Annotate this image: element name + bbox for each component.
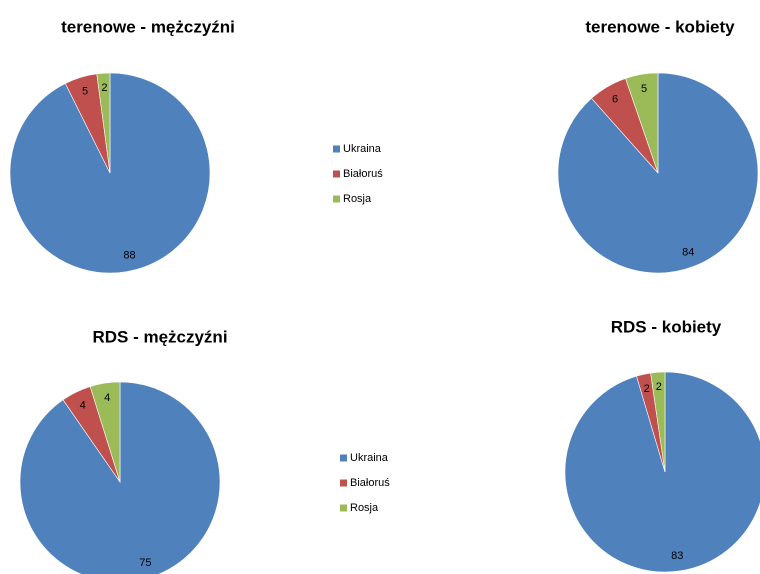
data-label: 2 [644,383,650,395]
chart-title: RDS - kobiety [611,317,722,336]
legend-swatch [333,170,340,178]
legend-swatch [340,504,347,512]
data-label: 4 [104,392,110,404]
legend-swatch [333,195,340,203]
legend-swatch [340,454,347,462]
chart-title: terenowe - mężczyźni [61,17,235,36]
legend-label: Białoruś [343,168,383,180]
data-label: 2 [101,82,107,94]
data-label: 88 [123,250,135,262]
chart-title: terenowe - kobiety [585,17,735,36]
pie-slice [564,371,760,573]
pie-slice [625,72,659,174]
data-label: 83 [671,550,683,562]
legend-swatch [340,479,347,487]
data-label: 2 [656,381,662,393]
legend-label: Rosja [350,502,379,514]
data-label: 5 [641,83,647,95]
pie-slice [96,72,111,174]
chart-title: RDS - mężczyźni [92,327,227,346]
pie-slice [650,371,666,473]
legend-label: Rosja [343,193,372,205]
data-label: 6 [612,94,618,106]
data-label: 84 [682,246,694,258]
legend-swatch [333,145,340,153]
legend-label: Białoruś [350,477,390,489]
data-label: 4 [80,400,86,412]
legend-label: Ukraina [350,452,389,464]
data-label: 75 [139,557,151,569]
legend-label: Ukraina [343,143,382,155]
data-label: 5 [82,86,88,98]
pie-slice [89,381,121,483]
